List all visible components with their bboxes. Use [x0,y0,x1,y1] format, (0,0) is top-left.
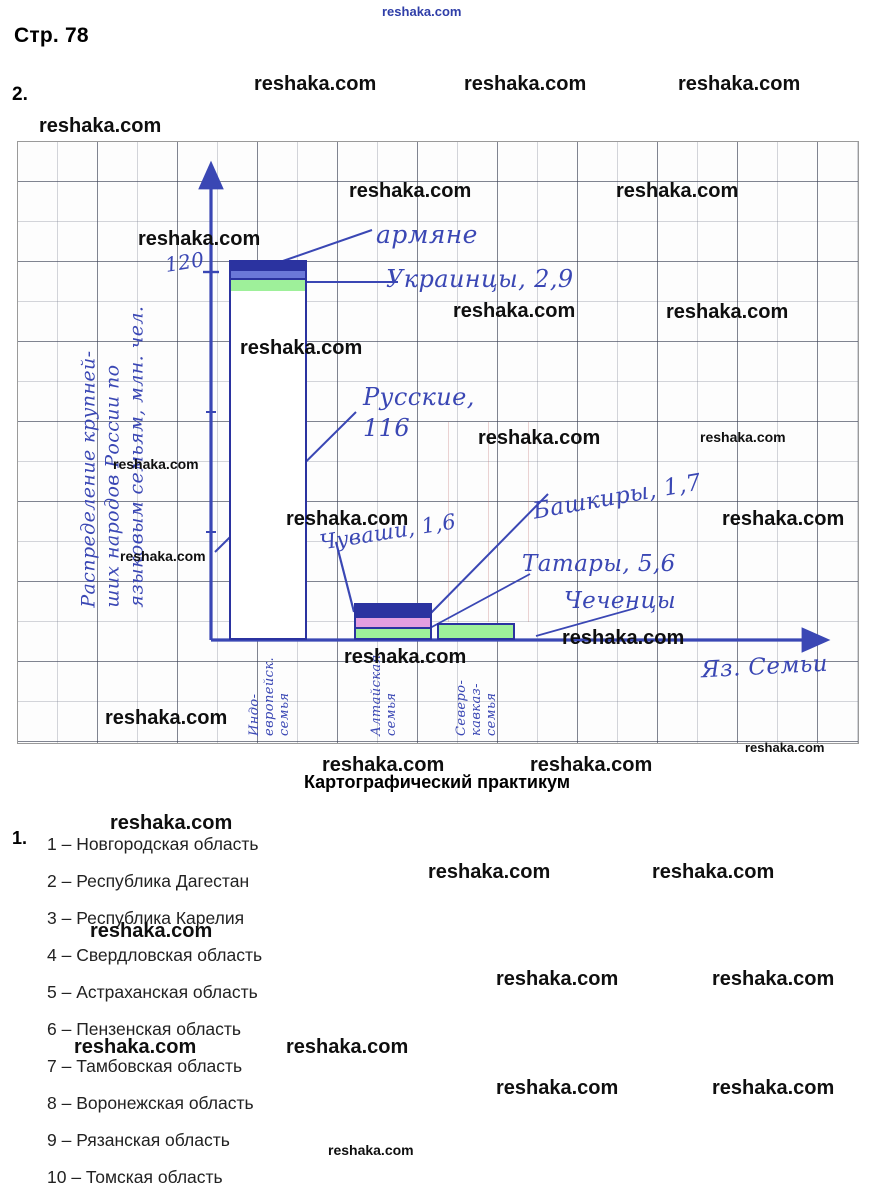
x-cat-line: семья [383,692,399,736]
bar-segment-ukraintsy [229,269,307,278]
bar-north-caucasian [437,623,515,640]
annotation-russkie-value: 116 [363,414,411,442]
bar-segment-armyane [229,260,307,269]
watermark: reshaka.com [254,73,377,95]
bar-segment-russkie [229,278,307,640]
x-cat-line: Северо- [454,679,469,736]
list-item: 10 – Томская область [47,1167,223,1187]
watermark: reshaka.com [496,968,619,990]
list-item: 4 – Свердловская область [47,945,263,965]
list-item: 3 – Республика Карелия [47,908,245,928]
watermark: reshaka.com [496,1077,619,1099]
watermark: reshaka.com [464,73,587,95]
x-category-north-caucasian: Северо- кавказ- семья [454,644,500,736]
watermark: reshaka.com [428,861,551,883]
bar-segment-bashkiry [354,603,432,616]
watermark: reshaka.com [39,115,162,137]
list-item: 7 – Тамбовская область [47,1056,243,1076]
annotation-russkie: Русские, [363,383,475,411]
annotation-ukraintsy: Украинцы, 2,9 [386,265,574,293]
watermark: reshaka.com [712,1077,835,1099]
graph-paper-major-grid [18,142,858,743]
x-cat-line: европейск. [261,656,277,736]
watermark: reshaka.com [652,861,775,883]
list-item: 2 – Республика Дагестан [47,871,250,891]
watermark: reshaka.com [712,968,835,990]
list-item: 1 – Новгородская область [47,834,259,854]
y-axis-title: Распределение крупней- ших народов Росси… [77,305,147,608]
x-category-altaic: Алтайская семья [369,644,400,736]
watermark: reshaka.com [382,4,462,19]
page-label: Стр. 78 [14,24,89,47]
list-item: 5 – Астраханская область [47,982,258,1002]
bar-segment-chechentsy [437,623,515,640]
bar-chart-figure: Распределение крупней- ших народов Росси… [17,141,859,744]
list-item: 6 – Пензенская область [47,1019,242,1039]
x-cat-line: Индо- [247,693,262,736]
x-cat-line: Алтайская [369,654,384,736]
annotation-tatary: Татары, 5,6 [522,551,676,577]
list-item: 8 – Воронежская область [47,1093,254,1113]
bar-segment-tatary [354,616,432,627]
graph-paper-red-tint [448,422,568,622]
annotation-chechentsy: Чеченцы [564,588,677,614]
x-cat-line: семья [276,692,292,736]
list-item: 9 – Рязанская область [47,1130,230,1150]
bar-altaic [354,603,432,640]
bar-indo-european [229,260,307,640]
practicum-heading: Картографический практикум [303,772,571,792]
x-cat-line: семья [483,692,499,736]
watermark: reshaka.com [678,73,801,95]
watermark: reshaka.com [328,1142,414,1158]
x-cat-line: кавказ- [468,683,484,736]
watermark: reshaka.com [286,1036,409,1058]
x-category-indo-european: Индо- европейск. семья [247,644,293,736]
bar-segment-chuvashi [354,627,432,640]
region-answer-list: 1 – Новгородская область 2 – Республика … [47,826,262,1196]
task-number-2: 2. [12,84,28,105]
task-number-1: 1. [12,828,28,848]
annotation-armyane: армяне [376,220,478,249]
